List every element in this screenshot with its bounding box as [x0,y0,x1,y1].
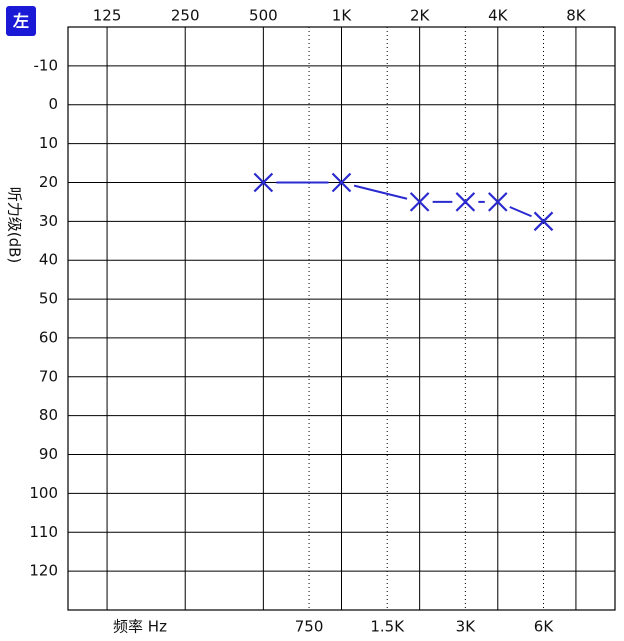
ear-badge-label: 左 [12,12,29,31]
x-tick-label: 2K [410,7,431,25]
x-tick-label: 125 [93,7,122,25]
x-tick-label: 1K [332,7,353,25]
x-minor-tick-label: 6K [534,618,555,636]
y-tick-label: 50 [39,290,58,308]
y-tick-label: 20 [39,173,58,191]
data-point [533,211,554,232]
x-minor-tick-label: 1.5K [370,618,405,636]
data-point [455,192,476,212]
x-minor-tick-label: 3K [456,618,477,636]
y-tick-label: 60 [39,328,58,346]
x-tick-label: 8K [566,7,587,25]
y-tick-label: 80 [39,406,58,424]
y-tick-label: -10 [34,56,59,74]
y-tick-label: 40 [39,251,58,269]
y-tick-label: 100 [29,484,58,502]
y-tick-label: 120 [29,562,58,580]
x-axis-label: 频率 Hz [113,618,167,636]
x-tick-label: 500 [249,7,278,25]
ear-badge [6,6,36,36]
y-tick-label: 30 [39,212,58,230]
plot-frame [67,26,616,611]
series-line [353,184,408,200]
y-tick-label: 90 [39,445,58,463]
x-tick-label: 250 [171,7,200,25]
y-tick-label: 0 [48,95,58,113]
series-line [509,206,532,218]
x-minor-tick-label: 750 [295,618,324,636]
data-point [409,192,430,212]
data-point [253,172,274,193]
y-tick-label: 110 [29,523,58,541]
y-axis-label: 听力级(dB) [6,187,24,264]
y-tick-label: 10 [39,134,58,152]
y-tick-label: 70 [39,367,58,385]
data-point [488,192,508,212]
x-tick-label: 4K [488,7,509,25]
data-point [331,172,352,193]
